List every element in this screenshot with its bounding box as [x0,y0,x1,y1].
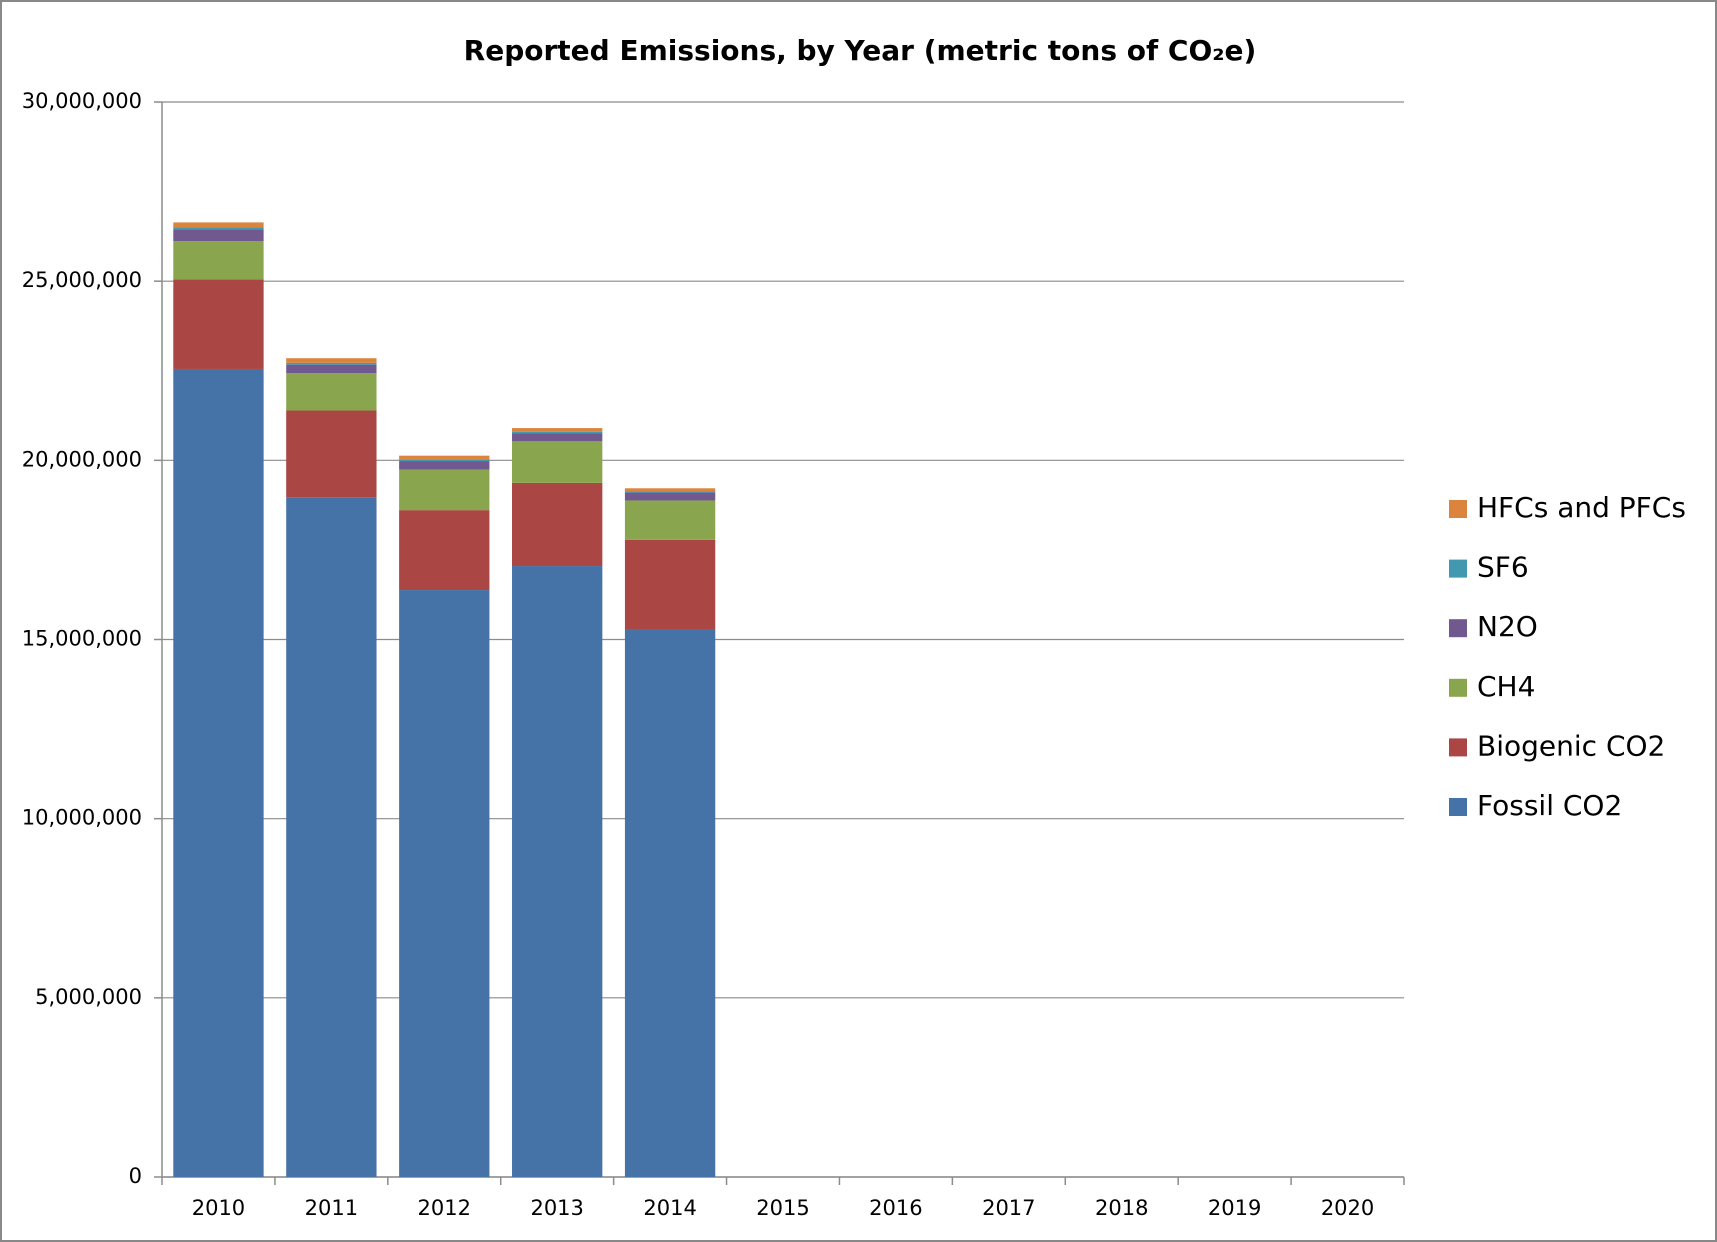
legend-label: HFCs and PFCs [1477,491,1686,524]
bar-segment [173,368,264,1177]
x-tick-label: 2019 [1208,1196,1261,1220]
bar-segment [512,428,603,432]
bar-segment [624,539,716,630]
x-tick-label: 2012 [418,1196,471,1220]
bar-segment [399,469,490,511]
bar-segment [173,227,264,230]
y-tick-label: 20,000,000 [22,447,142,471]
y-tick-label: 30,000,000 [22,89,142,113]
bar-segment [399,590,490,1177]
bar-segment [173,279,264,369]
bar-segment [173,229,264,242]
bar-segment [286,358,377,363]
bar-segment [399,455,490,460]
y-tick-label: 5,000,000 [35,985,142,1009]
legend-swatch [1449,738,1467,757]
legend-label: Fossil CO2 [1477,789,1622,822]
bar-segment [286,373,377,411]
bar-segment [173,222,264,228]
x-tick-label: 2018 [1095,1196,1148,1220]
x-tick-label: 2014 [643,1196,696,1220]
x-tick-label: 2011 [305,1196,358,1220]
legend-label: Biogenic CO2 [1477,729,1665,762]
bar-segment [173,241,264,280]
legend-swatch [1449,500,1467,518]
y-tick-label: 10,000,000 [22,806,142,830]
legend-swatch [1449,619,1467,638]
chart-title: Reported Emissions, by Year (metric tons… [464,34,1257,67]
bar-segment [399,510,490,591]
bar-segment [624,500,716,540]
bar-segment [624,629,716,1177]
legend-swatch [1449,798,1467,816]
bar-segment [286,362,377,365]
bar-segment [624,488,716,492]
x-tick-label: 2016 [869,1196,922,1220]
x-tick-label: 2020 [1321,1196,1374,1220]
bar-segment [512,566,603,1177]
bar-segment [624,492,716,501]
y-tick-label: 0 [129,1164,142,1188]
bar-segment [512,482,603,567]
x-tick-label: 2013 [530,1196,583,1220]
y-tick-label: 15,000,000 [22,627,142,651]
bar-segment [624,491,716,493]
legend-label: SF6 [1477,551,1529,584]
legend-label: N2O [1477,610,1538,643]
bar-segment [286,364,377,374]
x-tick-label: 2010 [192,1196,245,1220]
bar-segment [399,461,490,470]
x-tick-label: 2015 [756,1196,809,1220]
legend-swatch [1449,559,1467,578]
legend-swatch [1449,678,1467,697]
bar-segment [512,433,603,442]
bar-segment [286,410,377,498]
legend-label: CH4 [1477,670,1535,703]
x-tick-label: 2017 [982,1196,1035,1220]
bar-segment [512,441,603,483]
bar-segment [286,497,377,1177]
y-tick-label: 25,000,000 [22,268,142,292]
bar-segment [399,459,490,462]
bar-segment [512,431,603,434]
